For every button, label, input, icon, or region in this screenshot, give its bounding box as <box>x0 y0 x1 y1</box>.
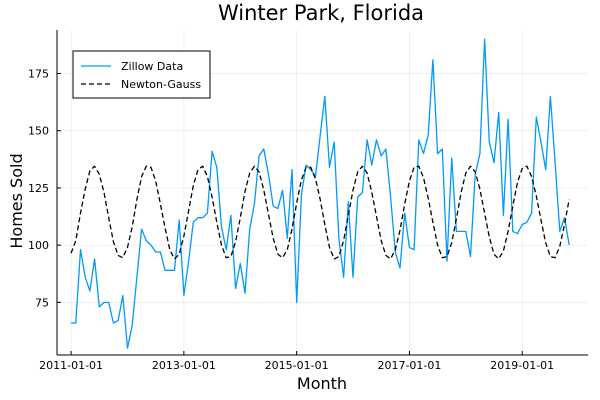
axes <box>56 30 588 356</box>
chart-title: Winter Park, Florida <box>218 1 424 25</box>
y-axis-label: Homes Sold <box>7 153 26 248</box>
y-tick-label: 175 <box>28 67 49 80</box>
x-tick-label: 2013-01-01 <box>152 359 216 372</box>
legend-label-zillow-data: Zillow Data <box>121 60 183 73</box>
x-axis-label: Month <box>297 374 347 393</box>
x-tick-label: 2019-01-01 <box>490 359 554 372</box>
x-tick-label: 2011-01-01 <box>39 359 103 372</box>
series-line-zillow-data <box>71 38 570 349</box>
series-lines <box>70 38 570 349</box>
legend: Zillow Data Newton-Gauss <box>72 50 211 99</box>
x-tick-label: 2015-01-01 <box>265 359 329 372</box>
legend-box <box>72 50 211 99</box>
x-tick-label: 2017-01-01 <box>377 359 441 372</box>
y-tick-label: 125 <box>28 182 49 195</box>
y-tick-label: 100 <box>28 239 49 252</box>
tick-labels: 2011-01-01 2013-01-01 2015-01-01 2017-01-01… <box>28 67 554 372</box>
y-tick-label: 75 <box>35 296 49 309</box>
legend-label-newton-gauss: Newton-Gauss <box>121 78 201 91</box>
series-line-newton-gauss <box>70 165 570 260</box>
y-tick-label: 150 <box>28 125 49 138</box>
